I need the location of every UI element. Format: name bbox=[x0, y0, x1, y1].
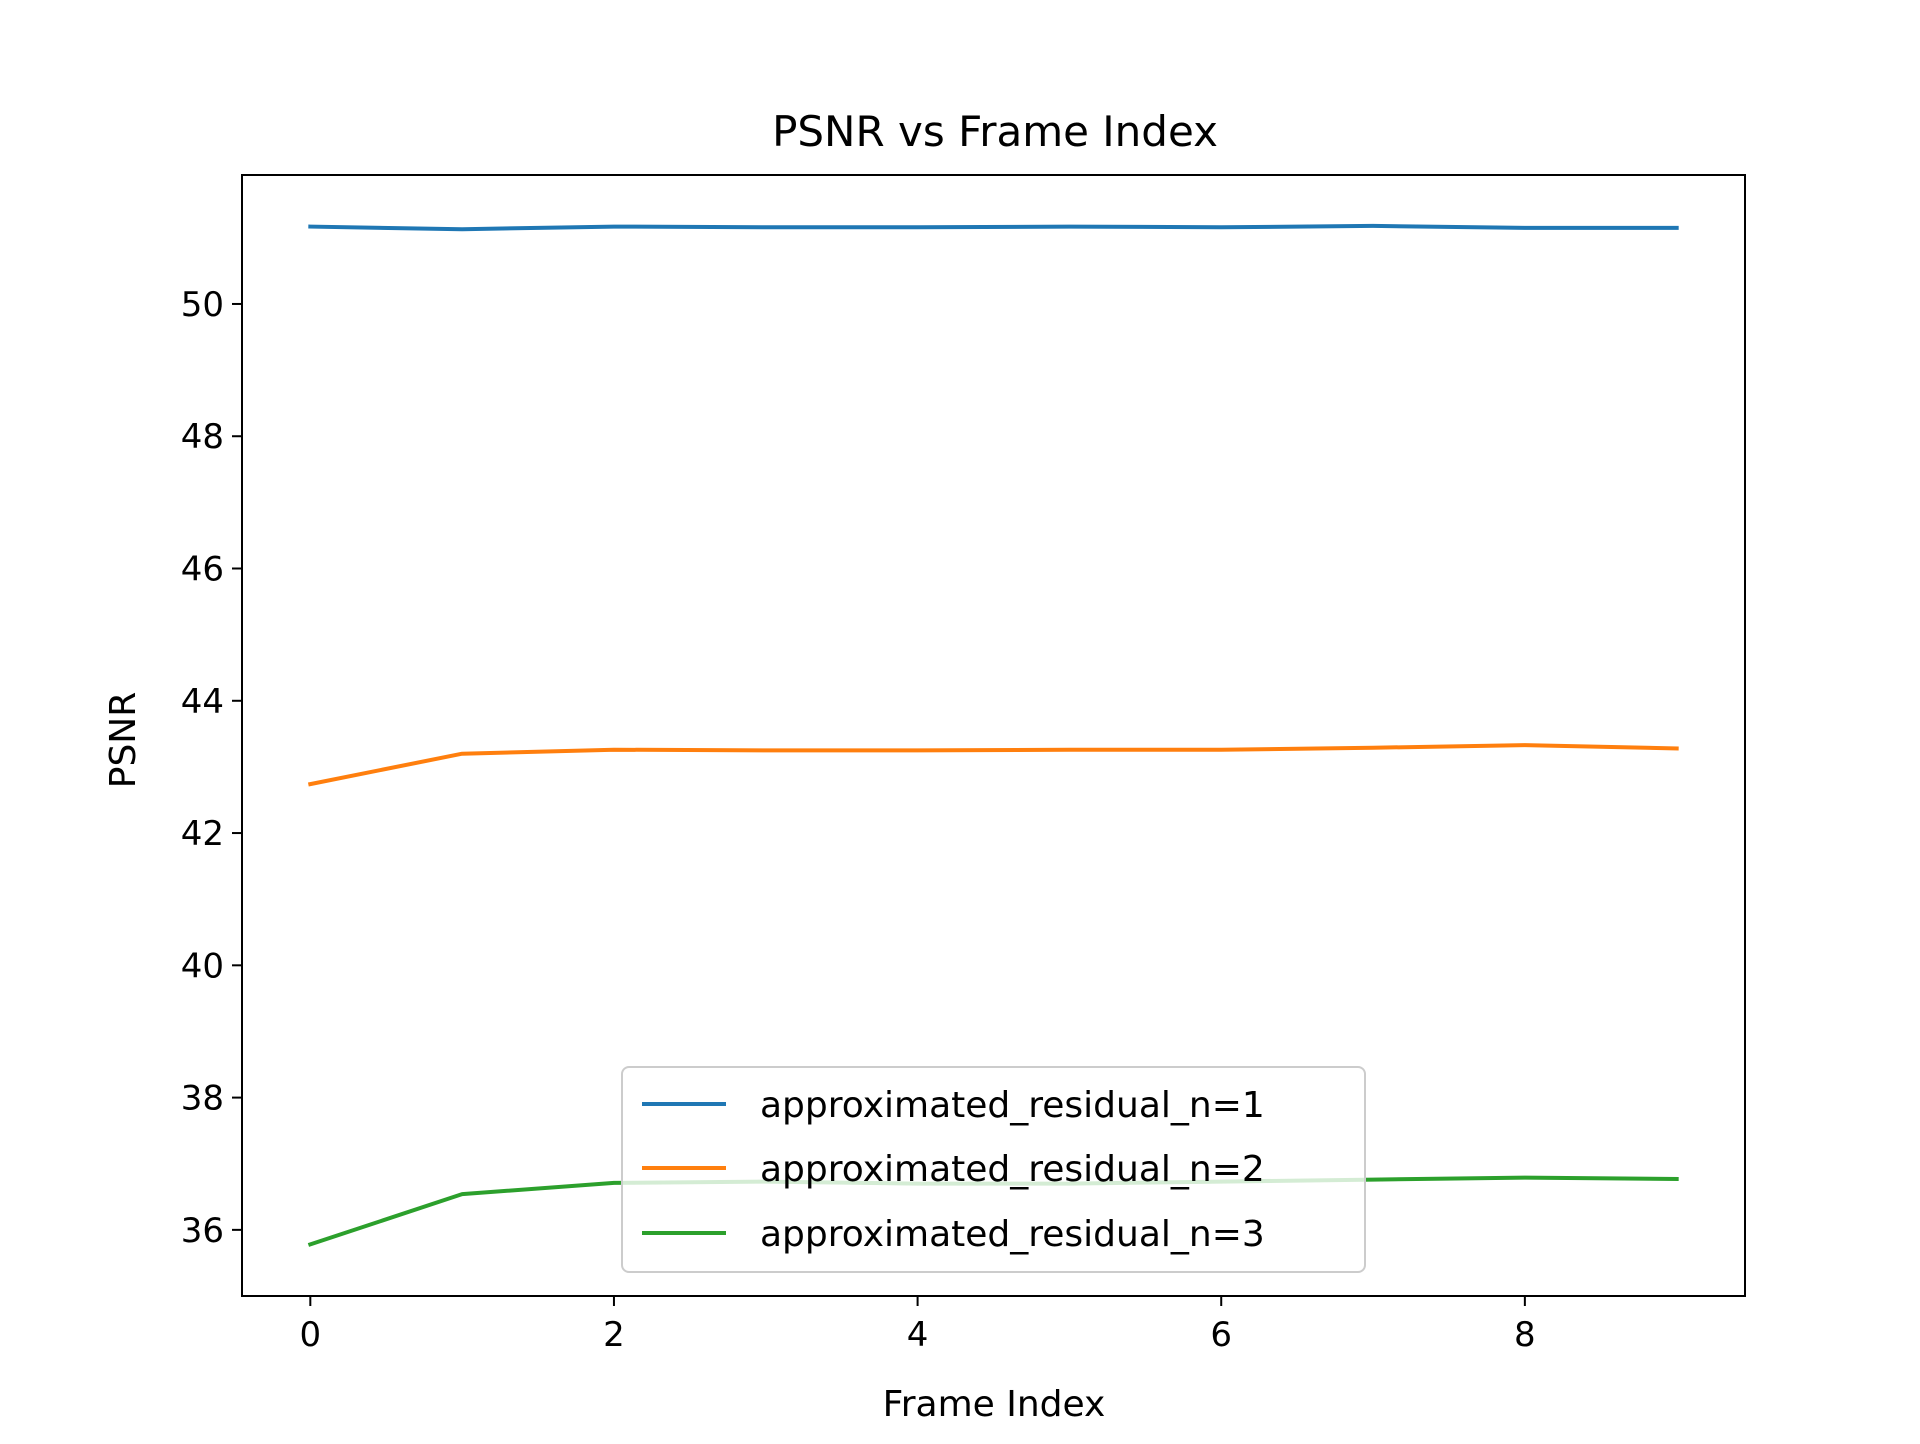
chart-title: PSNR vs Frame Index bbox=[772, 107, 1218, 156]
x-axis-label: Frame Index bbox=[883, 1384, 1106, 1425]
legend-items: approximated_residual_n=1 approximated_re… bbox=[642, 1085, 1265, 1255]
y-tick-label: 42 bbox=[181, 814, 224, 854]
y-tick-label: 38 bbox=[181, 1079, 224, 1119]
x-tick-label: 6 bbox=[1210, 1315, 1232, 1355]
y-tick-label: 36 bbox=[181, 1211, 224, 1251]
x-axis: 0 2 4 6 8 bbox=[299, 1296, 1536, 1355]
legend-label-3: approximated_residual_n=3 bbox=[760, 1214, 1265, 1255]
legend-label-2: approximated_residual_n=2 bbox=[760, 1149, 1265, 1190]
x-tick-label: 4 bbox=[907, 1315, 929, 1355]
series-line-1 bbox=[308, 223, 1679, 232]
y-tick-label: 46 bbox=[181, 550, 224, 590]
y-tick-label: 44 bbox=[181, 682, 224, 722]
legend-frame bbox=[621, 1066, 1366, 1273]
series-line-2 bbox=[307, 743, 1679, 787]
y-axis: 36 38 40 42 44 46 48 50 bbox=[181, 285, 242, 1251]
legend-label-1: approximated_residual_n=1 bbox=[760, 1085, 1265, 1126]
y-tick-label: 50 bbox=[181, 285, 224, 325]
plot-area-frame bbox=[241, 174, 1746, 1297]
y-axis-label: PSNR bbox=[103, 692, 144, 789]
y-tick-label: 48 bbox=[181, 417, 224, 457]
y-tick-label: 40 bbox=[181, 946, 224, 986]
legend: approximated_residual_n=1 approximated_re… bbox=[621, 1066, 1366, 1273]
x-tick-label: 2 bbox=[603, 1315, 625, 1355]
x-tick-label: 8 bbox=[1514, 1315, 1536, 1355]
x-tick-label: 0 bbox=[299, 1315, 321, 1355]
